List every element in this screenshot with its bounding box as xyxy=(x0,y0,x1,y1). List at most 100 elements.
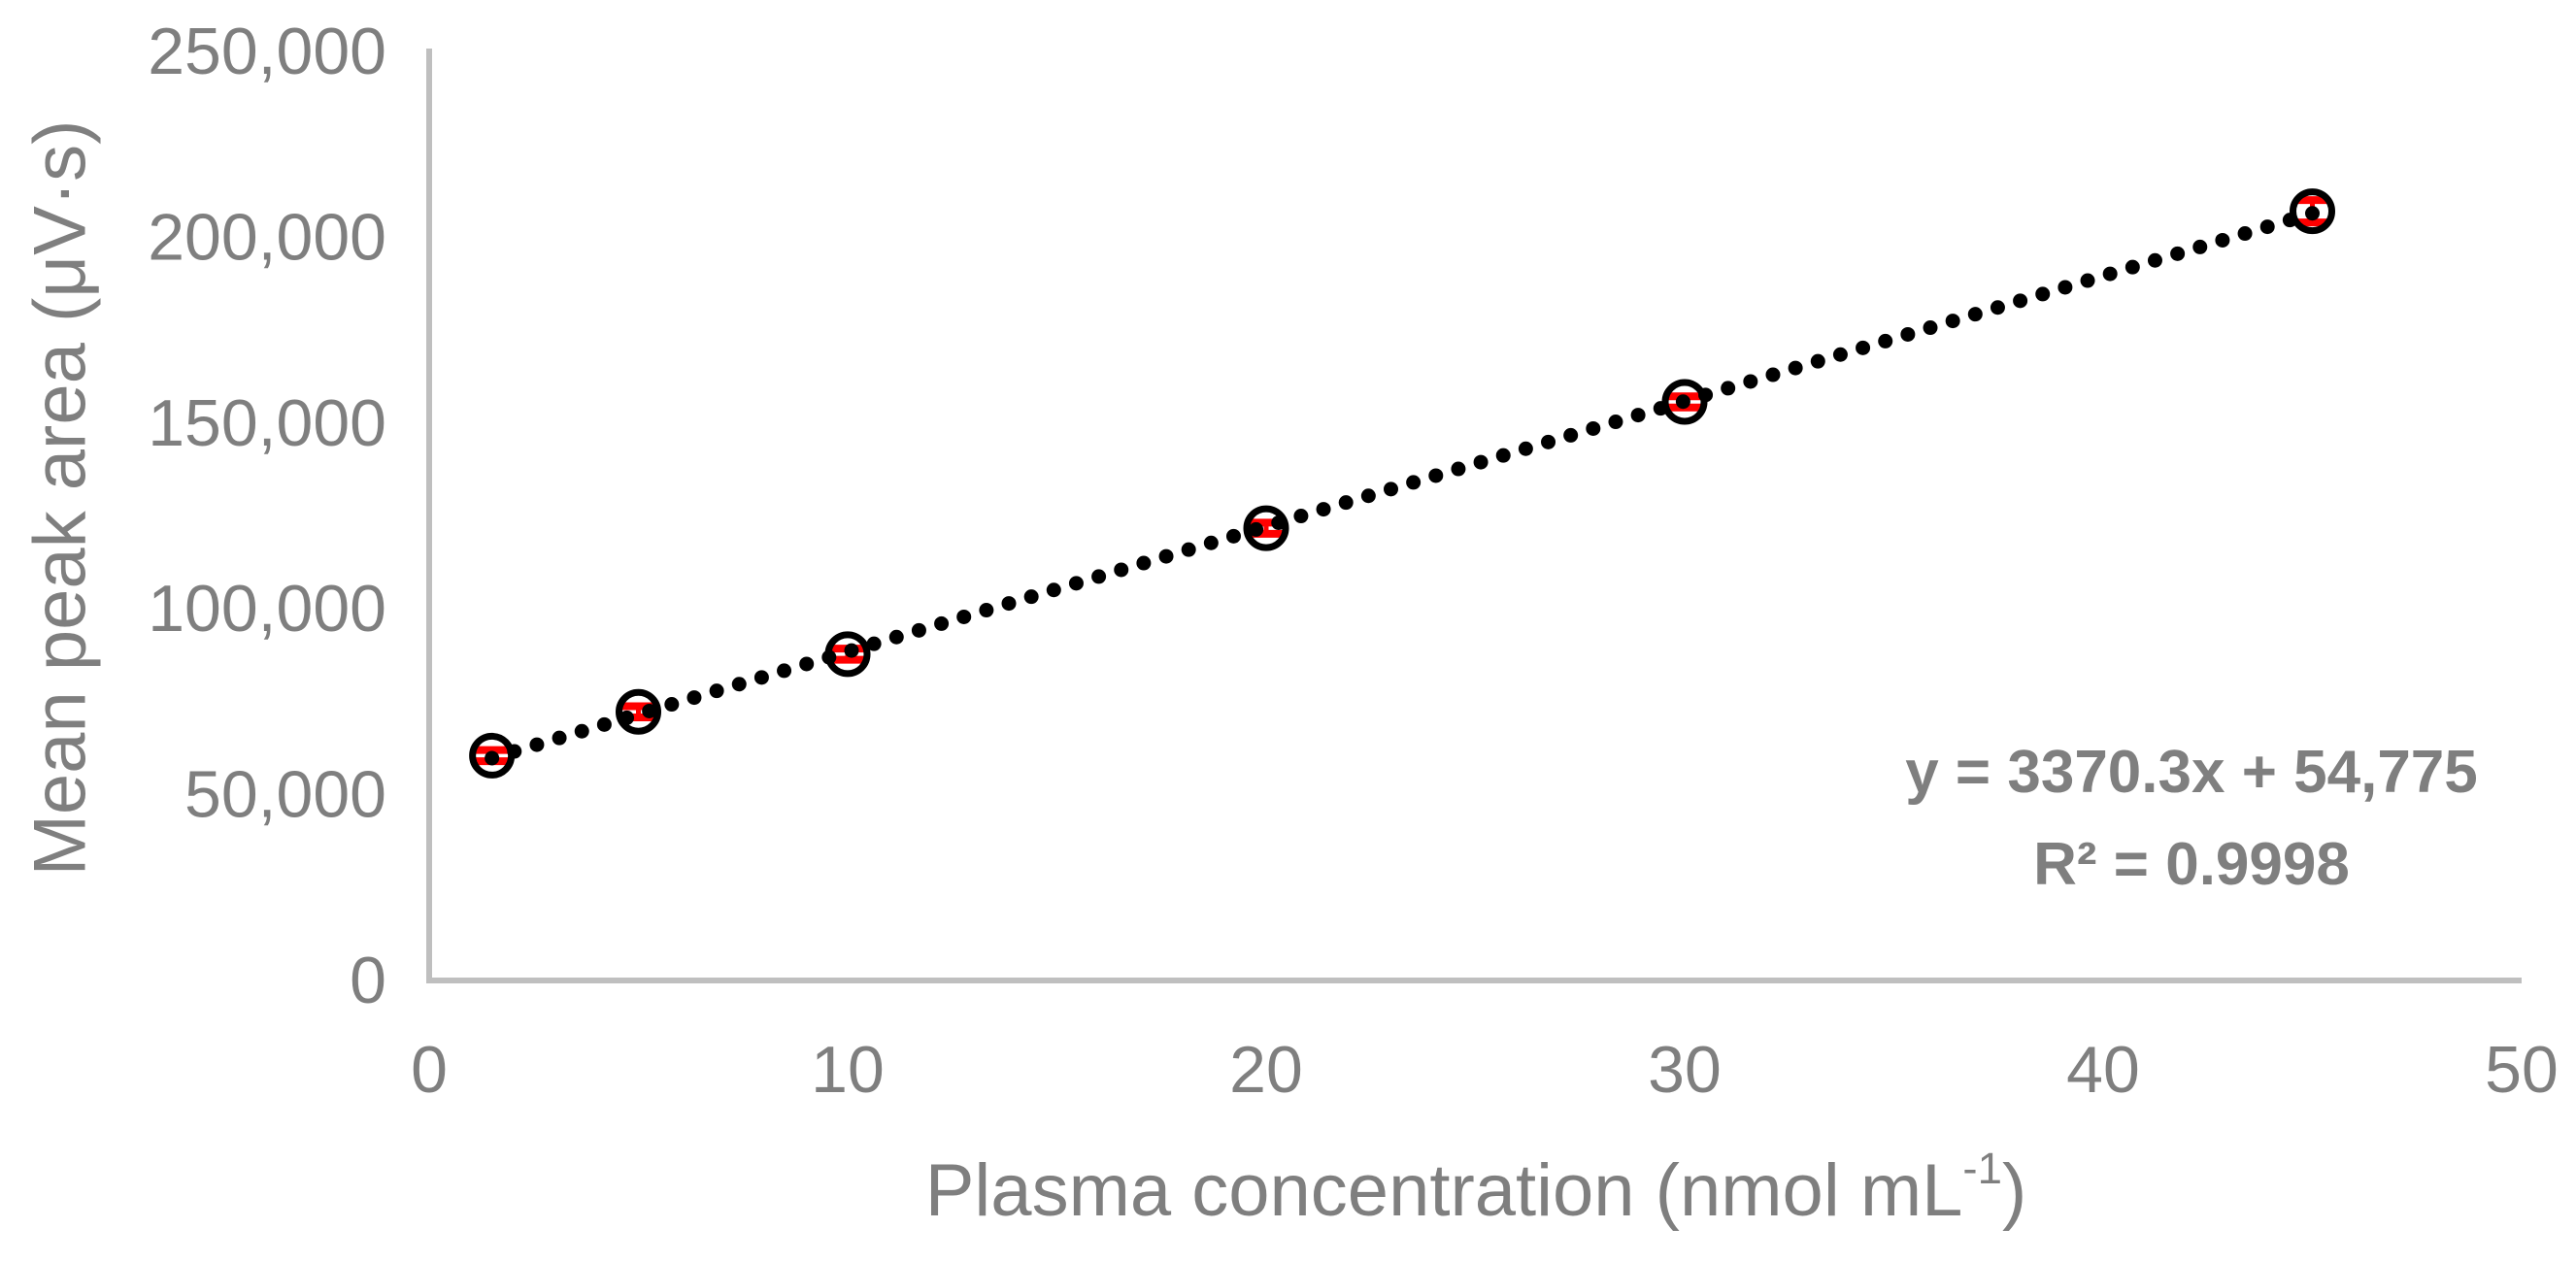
r-squared-value: R² = 0.9998 xyxy=(2033,831,2350,898)
trendline-annotation: y = 3370.3x + 54,775 R² = 0.9998 xyxy=(1905,726,2478,911)
trendline-dot xyxy=(1114,562,1129,578)
trendline-dot xyxy=(2057,280,2073,295)
trendline-dot xyxy=(753,670,769,685)
trendline-dot xyxy=(664,697,680,713)
trendline-dot xyxy=(1541,434,1556,449)
trendline-dot xyxy=(821,649,837,665)
trendline-dot xyxy=(1923,320,1938,336)
trendline-dot xyxy=(1203,535,1219,550)
data-point-marker xyxy=(2290,188,2335,235)
x-axis-title-superscript: -1 xyxy=(1962,1143,2002,1193)
y-tick-label: 200,000 xyxy=(148,200,386,274)
data-point-marker xyxy=(616,688,661,735)
trendline-dot xyxy=(1384,482,1399,497)
trendline-dot xyxy=(1878,333,1893,349)
trendline-dot xyxy=(2282,213,2297,228)
trendline-dot xyxy=(2080,273,2095,288)
trendline-dot xyxy=(1832,347,1848,362)
trendline-dot xyxy=(1967,307,1983,322)
trendline-dot xyxy=(1249,521,1264,537)
trendline-dot xyxy=(1001,596,1017,612)
trendline-dot xyxy=(1360,488,1376,504)
trendline-dot xyxy=(777,663,792,679)
trendline-dot xyxy=(1765,367,1781,382)
trendline-dot xyxy=(1271,515,1287,530)
trendline-dot xyxy=(485,750,500,766)
trendline-dot xyxy=(2215,232,2230,248)
trendline-dot xyxy=(1451,461,1466,477)
trendline-dot xyxy=(888,629,904,645)
trendline-dot xyxy=(1945,314,1960,329)
trendline-dot xyxy=(2124,259,2140,275)
data-point-marker xyxy=(1243,505,1289,551)
trendline-dot xyxy=(2013,293,2028,309)
trendline-dot xyxy=(1158,548,1174,564)
trendline-dot xyxy=(2192,239,2208,254)
trendline-dot xyxy=(709,683,724,699)
trendline-dot xyxy=(1698,387,1714,403)
trendline-dot xyxy=(1721,381,1736,396)
trendline-dot xyxy=(596,716,612,732)
trendline-dot xyxy=(866,636,882,651)
trendline-dot xyxy=(1630,408,1646,423)
trendline-dot xyxy=(844,643,859,658)
y-tick-label: 150,000 xyxy=(148,386,386,460)
x-axis-title-text: Plasma concentration (nmol mL xyxy=(924,1149,1963,1232)
trendline-dot xyxy=(1293,509,1309,524)
y-tick-label: 250,000 xyxy=(148,15,386,88)
trendline-dot xyxy=(2102,266,2118,282)
trendline-dot xyxy=(1473,454,1489,470)
trendline-dot xyxy=(1091,569,1107,584)
trendline-dot xyxy=(1428,468,1444,483)
trendline-dot xyxy=(1068,576,1084,591)
trendline-dot xyxy=(2259,219,2275,235)
trendline-dot xyxy=(2170,246,2186,261)
trendline-dot xyxy=(1136,555,1152,571)
trendline-dot xyxy=(979,603,994,618)
trendline-dot xyxy=(2305,206,2320,221)
trendline-dot xyxy=(552,730,567,746)
x-tick-label: 30 xyxy=(1648,1033,1722,1107)
trendline-dot xyxy=(1495,448,1511,463)
trendline-dot xyxy=(2147,252,2162,268)
x-axis-title-suffix: ) xyxy=(2001,1149,2027,1232)
trendline-dot xyxy=(1900,326,1916,342)
trendline-dot xyxy=(642,703,657,718)
x-tick-label: 0 xyxy=(411,1033,448,1107)
trendline-dot xyxy=(1023,589,1039,605)
trendline-dot xyxy=(1406,475,1422,490)
trendline-dot xyxy=(686,690,702,706)
trendline-dot xyxy=(2237,226,2253,242)
trendline-dot xyxy=(1316,502,1331,517)
trendline-dot xyxy=(529,737,545,752)
trendline-dot xyxy=(799,656,815,672)
trendline-dot xyxy=(1788,360,1803,376)
trendline-dot xyxy=(956,609,972,624)
trendline-dot xyxy=(1653,401,1668,416)
y-tick-label: 0 xyxy=(350,944,386,1017)
trendline-dot xyxy=(1856,340,1871,355)
trendline-dot xyxy=(1181,542,1196,557)
trendline-dot xyxy=(1586,420,1601,436)
x-tick-label: 20 xyxy=(1229,1033,1303,1107)
x-tick-label: 50 xyxy=(2485,1033,2559,1107)
x-tick-label: 40 xyxy=(2066,1033,2140,1107)
trendline-dot xyxy=(1810,353,1825,369)
y-axis-title: Mean peak area (μV·s) xyxy=(18,119,102,877)
trendline-dot xyxy=(574,723,589,739)
trendline-dot xyxy=(1225,528,1241,544)
trendline-dot xyxy=(1743,374,1758,389)
x-tick-label: 10 xyxy=(811,1033,885,1107)
trendline-dot xyxy=(1046,582,1061,598)
trendline-dot xyxy=(1338,495,1354,511)
trendline-equation: y = 3370.3x + 54,775 xyxy=(1905,739,2478,806)
trendline-dot xyxy=(1990,300,2005,316)
y-tick-label: 100,000 xyxy=(148,572,386,646)
trendline-dot xyxy=(911,622,926,638)
trendline-dot xyxy=(934,615,950,631)
trendline-dot xyxy=(731,677,747,692)
trendline-dot xyxy=(619,710,635,725)
trendline-dot xyxy=(1563,427,1579,443)
